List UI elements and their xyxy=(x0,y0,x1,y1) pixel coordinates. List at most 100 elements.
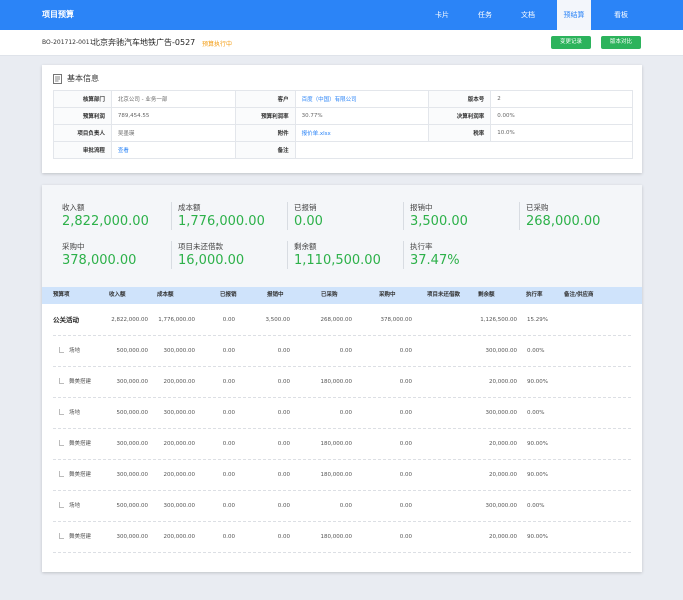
budget-card: 收入额 2,822,000.00 成本额 1,776,000.00 已报销 0.… xyxy=(42,185,642,572)
budget-cell: 180,000.00 xyxy=(320,441,353,447)
stat-value: 16,000.00 xyxy=(178,253,245,268)
budget-cell: 0.00 xyxy=(277,441,290,447)
basic-info-title: 基本信息 xyxy=(67,74,99,83)
budget-item-name: 场地 xyxy=(69,503,81,509)
top-navigation-bar: 项目预算 卡片 任务 文档 预结算 看板 xyxy=(0,0,683,30)
budget-cell: 378,000.00 xyxy=(380,317,413,323)
tree-branch-icon xyxy=(59,440,64,446)
budget-child-row[interactable]: 舞美搭建 300,000.00 200,000.00 0.00 0.00 180,000.… xyxy=(53,522,631,553)
budget-cell: 0.00 xyxy=(222,317,235,323)
column-header: 执行率 xyxy=(526,292,543,298)
info-label: 项目负责人 xyxy=(53,124,112,142)
tree-branch-icon xyxy=(59,471,64,477)
budget-cell: 200,000.00 xyxy=(163,441,196,447)
stat-value: 1,110,500.00 xyxy=(294,253,381,268)
budget-cell: 0.00 xyxy=(222,348,235,354)
budget-cell: 0.00 xyxy=(339,410,352,416)
budget-cell: 0.00 xyxy=(399,410,412,416)
stat-value: 2,822,000.00 xyxy=(62,214,149,229)
stat-value: 3,500.00 xyxy=(410,214,468,229)
budget-child-row[interactable]: 舞美搭建 300,000.00 200,000.00 0.00 0.00 180,000.… xyxy=(53,429,631,460)
info-label: 核算部门 xyxy=(53,90,112,108)
budget-cell: 200,000.00 xyxy=(163,534,196,540)
column-header: 预算项 xyxy=(53,292,70,298)
document-icon xyxy=(53,73,62,84)
version-compare-button[interactable]: 版本对比 xyxy=(601,36,641,49)
info-row: 核算部门 北京公司 - 业务一部 客户 百度（中国）有限公司 版本号 2 xyxy=(53,90,633,108)
stat-label: 已报销 xyxy=(294,203,317,212)
budget-cell: 0.00 xyxy=(277,534,290,540)
budget-cell: 90.00% xyxy=(527,472,548,478)
budget-cell: 0.00% xyxy=(527,348,545,354)
stat-divider xyxy=(519,202,520,230)
budget-item-name: 舞美搭建 xyxy=(69,379,92,385)
budget-item-name: 场地 xyxy=(69,348,81,354)
budget-cell: 0.00 xyxy=(222,472,235,478)
stat-label: 成本额 xyxy=(178,203,201,212)
info-row: 项目负责人 吴墨瑛 附件 报价单.xlsx 税率 10.0% xyxy=(53,124,633,142)
stat-label: 报销中 xyxy=(410,203,433,212)
app-title: 项目预算 xyxy=(42,10,74,19)
budget-cell: 0.00% xyxy=(527,410,545,416)
budget-cell: 0.00 xyxy=(399,441,412,447)
budget-child-row[interactable]: 场地 500,000.00 300,000.00 0.00 0.00 0.00 0.00 30… xyxy=(53,491,631,522)
budget-cell: 180,000.00 xyxy=(320,534,353,540)
budget-cell: 300,000.00 xyxy=(163,348,196,354)
customer-link[interactable]: 百度（中国）有限公司 xyxy=(294,90,430,108)
budget-child-row[interactable]: 舞美搭建 300,000.00 200,000.00 0.00 0.00 180,000.… xyxy=(53,367,631,398)
stat-label: 项目未还借款 xyxy=(178,242,223,251)
budget-item-name: 场地 xyxy=(69,410,81,416)
nav-tab-tasks[interactable]: 任务 xyxy=(478,11,492,19)
info-value-owner: 吴墨瑛 xyxy=(110,124,236,142)
stat-label: 剩余额 xyxy=(294,242,317,251)
info-label: 决算利润率 xyxy=(428,107,492,125)
info-value-budget-margin: 30.77% xyxy=(294,107,430,125)
budget-item-name: 舞美搭建 xyxy=(69,534,92,540)
basic-info-table: 核算部门 北京公司 - 业务一部 客户 百度（中国）有限公司 版本号 2 预算利… xyxy=(53,90,634,159)
nav-tab-card[interactable]: 卡片 xyxy=(435,11,449,19)
budget-child-row[interactable]: 舞美搭建 300,000.00 200,000.00 0.00 0.00 180,000.… xyxy=(53,460,631,491)
budget-item-name: 舞美搭建 xyxy=(69,441,92,447)
approval-flow-link[interactable]: 查看 xyxy=(110,141,236,159)
budget-cell: 3,500.00 xyxy=(265,317,291,323)
budget-child-row[interactable]: 场地 500,000.00 300,000.00 0.00 0.00 0.00 0.00 30… xyxy=(53,336,631,367)
budget-cell: 0.00 xyxy=(399,503,412,509)
column-header: 剩余额 xyxy=(478,292,495,298)
budget-cell: 0.00 xyxy=(399,379,412,385)
column-header: 备注/供应商 xyxy=(564,292,594,298)
budget-cell: 0.00 xyxy=(222,441,235,447)
stat-label: 采购中 xyxy=(62,242,85,251)
budget-cell: 0.00 xyxy=(399,534,412,540)
budget-cell: 0.00 xyxy=(277,410,290,416)
budget-cell: 0.00 xyxy=(339,348,352,354)
budget-cell: 2,822,000.00 xyxy=(111,317,148,323)
budget-cell: 300,000.00 xyxy=(485,503,518,509)
stat-value: 1,776,000.00 xyxy=(178,214,265,229)
info-row: 预算利润 789,454.55 预算利润率 30.77% 决算利润率 0.00% xyxy=(53,107,633,125)
nav-tab-docs[interactable]: 文档 xyxy=(521,11,535,19)
budget-cell: 20,000.00 xyxy=(489,534,517,540)
project-code: BO-201712-0011 xyxy=(42,39,94,46)
info-label: 附件 xyxy=(234,124,296,142)
nav-tab-budget-settlement[interactable]: 预结算 xyxy=(557,0,591,30)
budget-parent-row[interactable]: 公关活动 2,822,000.00 1,776,000.00 0.00 3,500.00… xyxy=(53,305,631,336)
budget-cell: 300,000.00 xyxy=(485,410,518,416)
budget-cell: 180,000.00 xyxy=(320,472,353,478)
budget-cell: 0.00 xyxy=(339,503,352,509)
budget-item-name: 舞美搭建 xyxy=(69,472,92,478)
project-status-badge: 预算执行中 xyxy=(202,41,233,48)
budget-cell: 0.00% xyxy=(527,503,545,509)
attachment-link[interactable]: 报价单.xlsx xyxy=(294,124,430,142)
tree-branch-icon xyxy=(59,409,64,415)
basic-info-card: 基本信息 核算部门 北京公司 - 业务一部 客户 百度（中国）有限公司 版本号 … xyxy=(42,65,642,173)
budget-cell: 300,000.00 xyxy=(116,441,149,447)
nav-tab-board[interactable]: 看板 xyxy=(614,11,628,19)
budget-cell: 0.00 xyxy=(222,410,235,416)
budget-table-header: 预算项 收入额 成本额 已报销 报销中 已采购 采购中 项目未还借款 剩余额 执… xyxy=(42,287,642,304)
budget-cell: 0.00 xyxy=(277,379,290,385)
budget-child-row[interactable]: 场地 500,000.00 300,000.00 0.00 0.00 0.00 0.00 30… xyxy=(53,398,631,429)
change-log-button[interactable]: 变更记录 xyxy=(551,36,591,49)
budget-cell: 200,000.00 xyxy=(163,379,196,385)
info-value-final-margin: 0.00% xyxy=(490,107,633,125)
column-header: 项目未还借款 xyxy=(427,292,461,298)
